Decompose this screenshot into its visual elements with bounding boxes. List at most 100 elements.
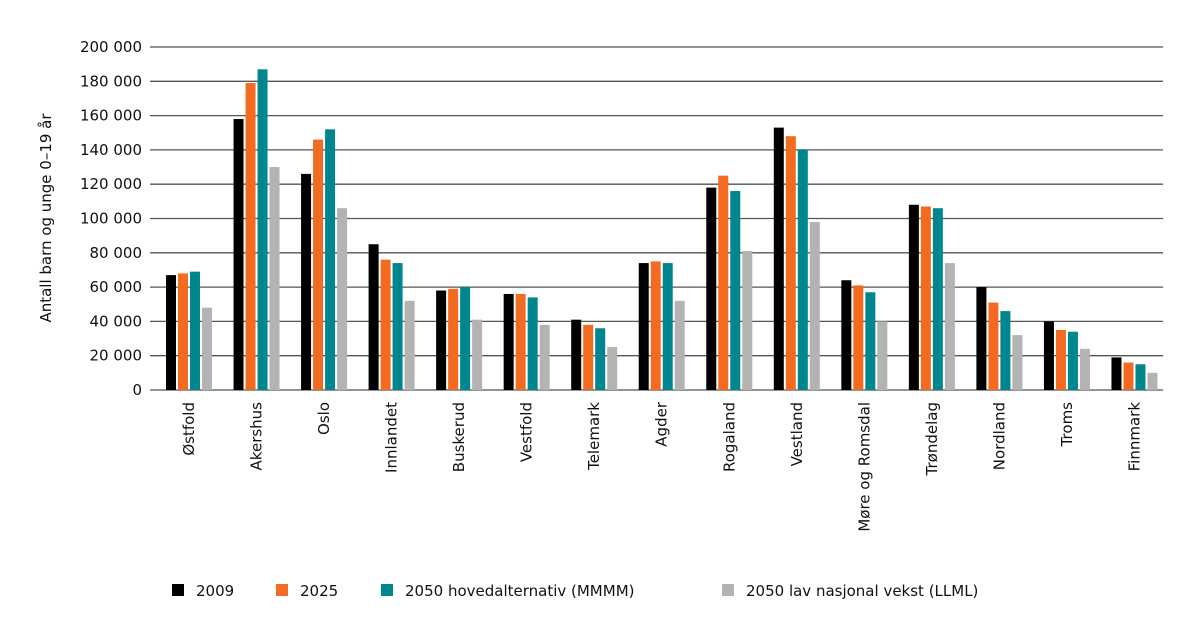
x-tick-label: Finnmark	[1125, 402, 1143, 472]
bar	[245, 83, 256, 390]
bar	[233, 119, 244, 390]
bar	[1147, 372, 1158, 390]
bar	[988, 302, 999, 390]
bar	[877, 321, 888, 390]
legend: 2009 2025 2050 hovedalternativ (MMMM) 2050 …	[172, 582, 978, 600]
y-tick-label: 20 000	[90, 347, 143, 365]
x-tick-label: Telemark	[585, 402, 603, 471]
legend-swatch	[381, 584, 393, 596]
bar	[773, 127, 784, 390]
x-tick-label: Rogaland	[720, 402, 738, 472]
y-tick-label: 0	[132, 381, 142, 399]
x-tick-label: Oslo	[315, 402, 333, 435]
bar	[503, 293, 514, 390]
bar	[674, 300, 685, 390]
bar	[436, 290, 447, 390]
bar	[1012, 335, 1023, 390]
y-tick-label: 60 000	[90, 278, 143, 296]
bar	[908, 204, 919, 390]
bar	[1079, 348, 1090, 390]
bars	[166, 69, 1158, 391]
x-tick-label: Innlandet	[383, 402, 401, 473]
bar	[650, 261, 661, 390]
bar	[368, 244, 379, 390]
bar	[460, 287, 471, 390]
y-tick-label: 140 000	[80, 141, 142, 159]
bar	[1135, 364, 1146, 390]
y-tick-label: 100 000	[80, 210, 142, 228]
bar	[539, 324, 550, 390]
bar	[190, 271, 200, 390]
bar	[944, 263, 955, 390]
x-tick-label: Møre og Romsdal	[855, 402, 873, 532]
x-tick-label: Vestfold	[518, 402, 536, 462]
x-tick-label: Agder	[653, 401, 671, 447]
bar	[269, 167, 280, 390]
bar	[638, 263, 649, 390]
bar	[515, 293, 526, 390]
bar	[853, 285, 864, 390]
bar	[730, 191, 741, 390]
bar	[472, 319, 483, 390]
bar	[662, 263, 673, 390]
bar	[865, 292, 876, 390]
bar	[301, 173, 312, 390]
bar	[932, 208, 943, 390]
legend-swatch	[172, 584, 184, 596]
bar	[583, 324, 594, 390]
bar	[1111, 357, 1122, 390]
legend-swatch	[722, 584, 734, 596]
y-tick-label: 80 000	[90, 244, 143, 262]
bar	[742, 251, 753, 390]
bar	[706, 187, 717, 390]
bar	[325, 129, 336, 390]
bar	[797, 149, 808, 390]
x-tick-label: Akershus	[248, 402, 266, 471]
x-tick-label: Nordland	[990, 402, 1008, 470]
bar	[178, 273, 188, 390]
y-tick-label: 200 000	[80, 38, 142, 56]
bar	[571, 319, 582, 390]
bar	[718, 175, 729, 390]
y-tick-label: 120 000	[80, 175, 142, 193]
x-tick-label: Trøndelag	[923, 402, 941, 476]
bar	[257, 69, 268, 391]
legend-label: 2050 hovedalternativ (MMMM)	[405, 582, 635, 600]
bar	[166, 275, 176, 390]
legend-label: 2009	[196, 582, 234, 600]
bar	[313, 139, 324, 390]
y-tick-label: 180 000	[80, 72, 142, 90]
y-tick-label: 40 000	[90, 312, 143, 330]
bar	[527, 297, 538, 390]
x-tick-label: Troms	[1058, 402, 1076, 448]
y-tick-label: 160 000	[80, 107, 142, 125]
bar	[202, 307, 212, 390]
legend-swatch	[276, 584, 288, 596]
bar	[595, 328, 606, 390]
bar	[785, 136, 796, 390]
bar	[809, 221, 820, 390]
bar	[337, 208, 348, 390]
bar	[607, 347, 618, 390]
bar	[920, 206, 931, 390]
y-axis-label: Antall barn og unge 0–19 år	[37, 113, 55, 323]
x-tick-label: Vestland	[788, 402, 806, 466]
bar	[1055, 329, 1066, 390]
bar	[1067, 331, 1078, 390]
x-tick-label: Østfold	[180, 402, 198, 456]
bar	[380, 259, 391, 390]
bar	[841, 280, 852, 390]
bar	[404, 300, 415, 390]
legend-label: 2050 lav nasjonal vekst (LLML)	[746, 582, 978, 600]
bar	[392, 263, 403, 390]
x-axis-labels: Østfold Akershus Oslo Innlandet Buskerud Vest…	[180, 401, 1143, 531]
y-axis-ticks: 0 20 000 40 000 60 000 80 000 100 000 120 000 1…	[80, 38, 142, 399]
x-tick-label: Buskerud	[450, 402, 468, 472]
legend-label: 2025	[300, 582, 338, 600]
bar	[1043, 321, 1054, 390]
bar	[1000, 311, 1011, 390]
bar	[448, 288, 459, 390]
bar	[1123, 362, 1134, 390]
bar	[976, 287, 987, 390]
